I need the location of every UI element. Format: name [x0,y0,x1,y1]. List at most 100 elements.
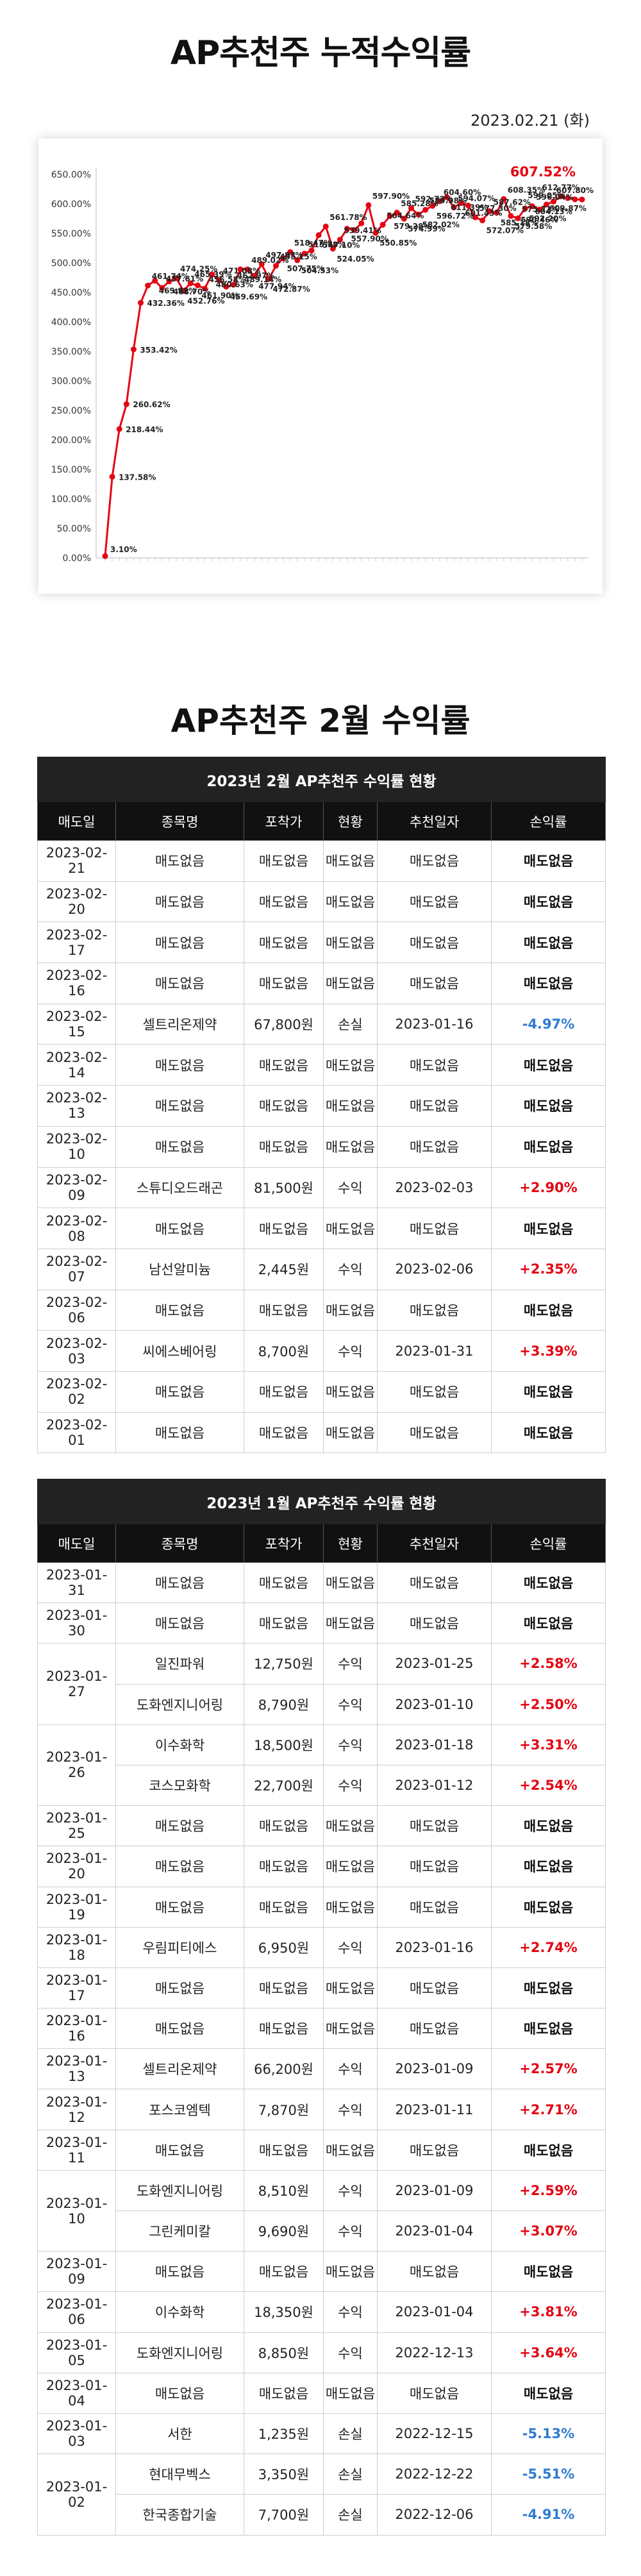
table-row: 2023-01-11 매도없음 매도없음 매도없음 매도없음 매도없음 [37,2129,606,2171]
capture-price-cell: 매도없음 [244,1805,324,1847]
capture-price-cell: 7,700원 [244,2494,324,2536]
capture-price-cell: 3,350원 [244,2454,324,2495]
table-row: 2023-02-08 매도없음 매도없음 매도없음 매도없음 매도없음 [37,1208,606,1249]
table-row: 2023-02-01 매도없음 매도없음 매도없음 매도없음 매도없음 [37,1411,606,1454]
sell-date-cell: 2023-01-20 [37,1846,116,1887]
status-cell: 매도없음 [323,1967,378,2009]
data-point [479,217,486,224]
data-point [216,277,222,283]
recommend-date-cell: 매도없음 [377,922,492,964]
sell-date-cell: 2023-02-09 [37,1166,116,1209]
capture-price-cell: 18,350원 [244,2291,324,2333]
data-point [273,262,279,269]
profit-loss-cell: +3.07% [490,2210,606,2252]
recommend-date-cell: 매도없음 [377,1085,492,1127]
data-label: 609.87% [549,204,587,213]
stock-name-cell: 도화엔지니어링 [115,2169,244,2212]
recommend-date-cell: 2023-01-04 [377,2210,492,2252]
data-point [422,206,429,213]
status-cell: 수익 [323,2169,378,2212]
series-line [104,195,583,557]
table-row: 2023-01-20 매도없음 매도없음 매도없음 매도없음 매도없음 [37,1846,606,1887]
status-cell: 매도없음 [323,1289,378,1331]
data-point [123,401,129,407]
data-label: 218.44% [126,425,163,434]
status-cell: 매도없음 [323,1603,378,1644]
column-header: 포착가 [244,802,324,841]
y-tick-label: 650.00% [51,170,91,180]
capture-price-cell: 매도없음 [244,1085,324,1127]
data-point [173,275,179,282]
data-label: 471.08% [223,267,260,276]
sell-date-cell: 2023-01-18 [37,1926,116,1968]
recommend-date-cell: 2023-01-16 [377,1926,492,1968]
january-returns-table: 2023년 1월 AP추천주 수익률 현황 매도일 종목명 포착가 현황 추천일자 손익률… [37,1479,606,2536]
capture-price-cell: 6,950원 [244,1926,324,1968]
capture-price-cell: 매도없음 [244,840,324,882]
capture-price-cell: 2,445원 [244,1248,324,1290]
data-point [387,213,393,219]
data-label: 495.15% [280,252,317,261]
status-cell: 수익 [323,2332,378,2373]
sell-date-cell: 2023-02-02 [37,1370,116,1413]
data-label: 608.35% [508,185,545,194]
stock-name-cell: 코스모화학 [115,1764,244,1806]
status-cell: 손실 [323,2412,378,2455]
capture-price-cell: 매도없음 [244,2251,324,2293]
data-label: 550.85% [379,239,417,248]
stock-name-cell: 매도없음 [115,2251,244,2293]
data-point [565,195,571,201]
table-row: 2023-01-03 서한 1,235원 손실 2022-12-15 -5.13% [37,2412,606,2455]
status-cell: 매도없음 [323,1125,378,1168]
table-row: 그린케미칼 9,690원 수익 2023-01-04 +3.07% [38,2210,606,2252]
data-label: 604.60% [444,188,481,197]
sell-date-cell: 2023-01-09 [37,2251,116,2293]
table-row: 2023-01-19 매도없음 매도없음 매도없음 매도없음 매도없음 [37,1886,606,1928]
page-title: AP추천주 누적수익률 [170,34,471,72]
data-label: 474.25% [180,265,217,274]
capture-price-cell: 81,500원 [244,1166,324,1209]
column-header: 종목명 [115,1524,244,1563]
data-label: 3.10% [110,545,137,554]
profit-loss-cell: +2.90% [490,1166,606,1209]
profit-loss-cell: 매도없음 [490,922,606,964]
chart-svg: 0.00% 50.00% 100.00% 150.00% 200.00% 250.00% 3… [51,164,594,564]
profit-loss-cell: 매도없음 [490,1805,606,1847]
data-label: 524.05% [337,255,374,264]
profit-loss-cell: 매도없음 [490,1603,606,1644]
stock-name-cell: 매도없음 [115,1603,244,1644]
recommend-date-cell: 2023-01-31 [377,1330,492,1372]
status-cell: 수익 [323,1330,378,1372]
data-point [138,299,144,306]
february-returns-table: 2023년 2월 AP추천주 수익률 현황 매도일 종목명 포착가 현황 추천일자 손익률… [37,757,606,1454]
data-point [529,203,535,210]
table-row: 2023-01-02 현대무벡스 3,350원 손실 2022-12-22 -5.51% [37,2454,606,2536]
data-point [308,248,315,254]
profit-loss-cell: +2.71% [490,2089,606,2130]
capture-price-cell: 매도없음 [244,1289,324,1331]
section-title-february: AP추천주 2월 수익률 [171,702,470,739]
data-point [508,213,514,219]
data-label: 462.97% [237,271,274,280]
profit-loss-cell: +2.74% [490,1926,606,1968]
report-date: 2023.02.21 (화) [470,112,590,130]
table-row: 2023-01-04 매도없음 매도없음 매도없음 매도없음 매도없음 [37,2372,606,2414]
data-point [301,250,308,257]
table-row: 2023-01-25 매도없음 매도없음 매도없음 매도없음 매도없음 [37,1805,606,1847]
stock-name-cell: 셀트리온제약 [115,2048,244,2090]
capture-price-cell: 9,690원 [244,2210,324,2252]
status-cell: 손실 [323,2454,378,2495]
data-point [472,214,478,221]
y-tick-label: 450.00% [51,288,91,298]
data-label: 557.90% [351,235,388,244]
sell-date-cell: 2023-02-17 [37,922,116,964]
data-label: 579.28% [394,222,431,231]
capture-price-cell: 12,750원 [244,1643,324,1685]
data-point [543,201,549,208]
profit-loss-cell: 매도없음 [490,2129,606,2171]
data-point [515,215,521,221]
data-label: 575.71% [522,205,559,214]
profit-loss-cell: 매도없음 [490,1562,606,1604]
capture-price-cell: 매도없음 [244,963,324,1004]
data-label: 585.18% [501,219,538,228]
